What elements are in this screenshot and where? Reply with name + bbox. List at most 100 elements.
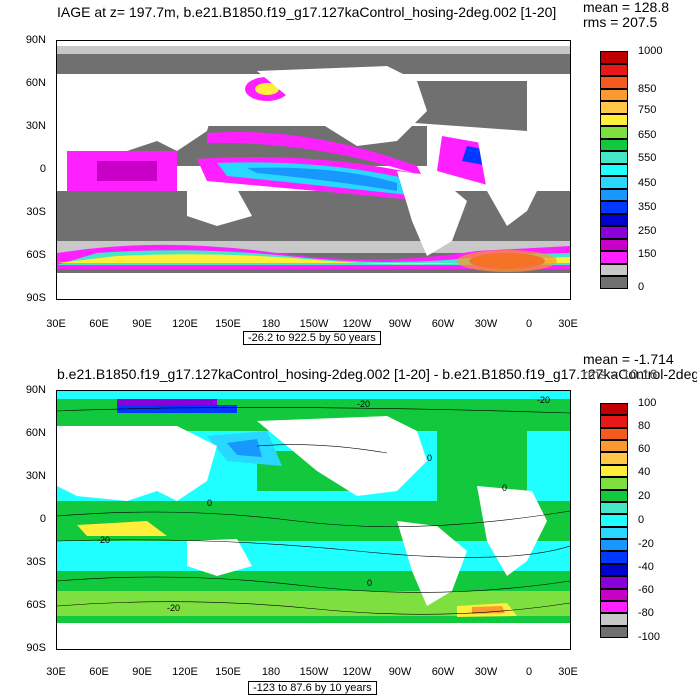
top-australia	[187, 189, 252, 226]
lon-label-150e-b: 150E	[215, 666, 241, 678]
colorbar-cell	[600, 613, 628, 626]
top-cb-label-650: 650	[638, 129, 657, 141]
bottom-eurasia	[57, 426, 217, 501]
bottom-map-field: -20 -20 -20 0 0 0 0 -20	[57, 391, 570, 649]
lon-label-60w: 60W	[431, 318, 455, 330]
bottom-contour-label-1: -20	[357, 399, 370, 409]
bottom-contour-label-8: -20	[537, 395, 550, 405]
colorbar-cell	[600, 477, 628, 490]
bottom-map-title: b.e21.B1850.f19_g17.127kaControl_hosing-…	[57, 366, 697, 382]
lon-label-120w: 120W	[342, 318, 372, 330]
lat-label-30s-b: 30S	[26, 556, 46, 568]
bottom-mean-stat: mean = -1.714	[583, 351, 674, 367]
colorbar-cell	[600, 539, 628, 552]
colorbar-cell	[600, 576, 628, 589]
bottom-cb-label-100: 100	[638, 397, 657, 409]
lon-label-60e: 60E	[89, 318, 109, 330]
bottom-contour-label-3: -20	[167, 603, 180, 613]
lon-label-30w-b: 30W	[474, 666, 498, 678]
bottom-cb-label-60: 60	[638, 443, 651, 455]
top-south-america	[397, 171, 467, 256]
top-africa	[477, 136, 547, 226]
lon-label-0-b: 0	[525, 666, 533, 678]
top-north-america	[257, 66, 427, 146]
colorbar-cell	[600, 526, 628, 540]
top-map-panel: IAGE at z= 197.7m, b.e21.B1850.f19_g17.1…	[25, 0, 680, 345]
bottom-south-america	[397, 521, 467, 606]
top-range-box: -26.2 to 922.5 by 50 years	[243, 331, 381, 345]
top-pacific-band	[207, 131, 422, 176]
top-cb-label-350: 350	[638, 201, 657, 213]
lon-label-60e-b: 60E	[89, 666, 109, 678]
bottom-contour-1	[57, 510, 570, 527]
top-cb-label-750: 750	[638, 104, 657, 116]
colorbar-cell	[600, 176, 628, 189]
lon-label-120e-b: 120E	[172, 666, 198, 678]
colorbar-cell	[600, 51, 628, 64]
bottom-cb-label-0: 0	[638, 514, 645, 526]
colorbar-cell	[600, 403, 628, 416]
colorbar-cell	[600, 251, 628, 264]
bottom-cb-label-minus40: -40	[638, 561, 654, 573]
top-map-frame	[56, 40, 571, 300]
colorbar-cell	[600, 76, 628, 89]
bottom-yellow-pacific	[77, 521, 167, 536]
lat-label-90s: 90S	[26, 292, 46, 304]
lon-label-30e-end: 30E	[558, 318, 578, 330]
lat-label-90s-b: 90S	[26, 642, 46, 654]
bottom-antarctica	[57, 623, 570, 649]
lon-label-30e-end-b: 30E	[558, 666, 578, 678]
lon-label-0: 0	[525, 318, 533, 330]
bottom-cb-label-minus20: -20	[638, 538, 654, 550]
lat-label-0-b: 0	[39, 513, 46, 525]
colorbar-cell	[600, 563, 628, 577]
bottom-orange-south	[472, 606, 505, 614]
lat-label-30n: 30N	[25, 120, 46, 132]
bottom-contour-label-4: 0	[427, 453, 432, 463]
colorbar-cell	[600, 201, 628, 214]
bottom-contour-label-5: 0	[502, 483, 507, 493]
lon-label-90w-b: 90W	[388, 666, 412, 678]
top-colorbar: 1000 850 750 650 550 450 350 250 150 0	[600, 45, 680, 293]
bottom-africa	[477, 486, 547, 576]
lon-label-180-b: 180	[261, 666, 281, 678]
bottom-contour-4	[57, 601, 570, 615]
colorbar-cell	[600, 113, 628, 127]
bottom-contour-label-7: 0	[367, 578, 372, 588]
top-north-atlantic-grey	[387, 81, 527, 131]
colorbar-cell	[600, 489, 628, 502]
top-cb-label-1000: 1000	[638, 45, 663, 57]
bottom-map-panel: b.e21.B1850.f19_g17.127kaControl_hosing-…	[0, 350, 700, 700]
bottom-cb-label-20: 20	[638, 490, 651, 502]
lat-label-60n-b: 60N	[25, 427, 46, 439]
top-rms-stat: rms = 207.5	[583, 14, 658, 30]
colorbar-cell	[600, 238, 628, 252]
top-cb-label-850: 850	[638, 83, 657, 95]
colorbar-cell	[600, 88, 628, 102]
bottom-map-frame: -20 -20 -20 0 0 0 0 -20	[56, 390, 571, 650]
bottom-australia	[187, 539, 252, 576]
lon-label-120e: 120E	[172, 318, 198, 330]
bottom-contour-2	[57, 539, 570, 558]
lat-label-60s-b: 60S	[26, 599, 46, 611]
bottom-lightgreen-south	[57, 591, 570, 616]
bottom-rms-stat: rms = 10.16	[583, 366, 658, 382]
top-antarctica	[57, 273, 570, 299]
colorbar-cell	[600, 126, 628, 139]
top-map-title: IAGE at z= 197.7m, b.e21.B1850.f19_g17.1…	[57, 4, 557, 20]
lat-label-30s: 30S	[26, 206, 46, 218]
top-cb-label-150: 150	[638, 248, 657, 260]
top-arctic-light	[57, 46, 570, 54]
top-cb-label-250: 250	[638, 225, 657, 237]
bottom-cb-label-40: 40	[638, 466, 651, 478]
bottom-colorbar: 100 80 60 40 20 0 -20 -40 -60 -80 -100	[600, 397, 680, 643]
lon-label-150w: 150W	[299, 318, 329, 330]
top-map-field	[57, 46, 570, 299]
top-cb-label-550: 550	[638, 152, 657, 164]
bottom-cb-label-minus80: -80	[638, 607, 654, 619]
top-indian-ocean-purple	[97, 161, 157, 181]
lon-label-30e: 30E	[46, 318, 66, 330]
lat-label-60s: 60S	[26, 249, 46, 261]
lon-label-90e-b: 90E	[132, 666, 152, 678]
top-southern-band-core	[57, 254, 570, 265]
